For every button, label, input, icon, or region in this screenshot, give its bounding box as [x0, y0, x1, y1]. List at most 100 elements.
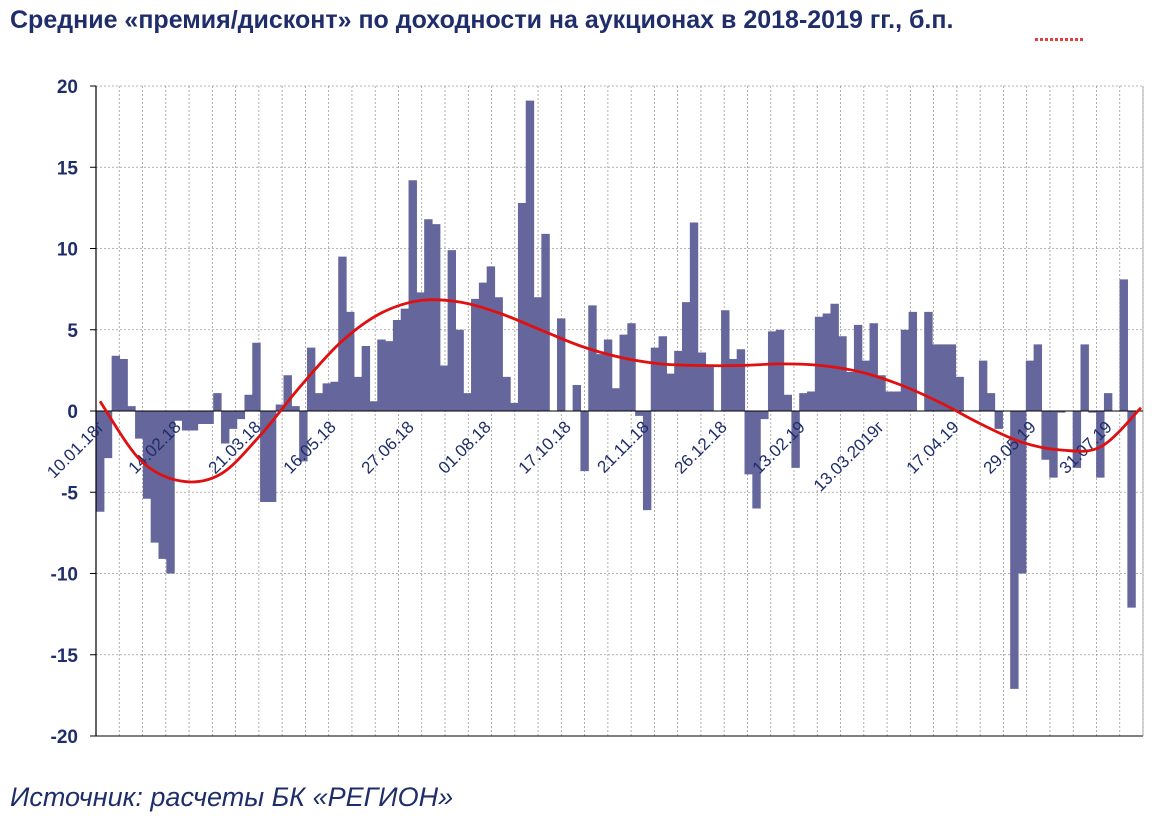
bar	[541, 233, 550, 412]
bar	[127, 406, 136, 412]
y-tick-label: 10	[57, 240, 78, 261]
bar	[330, 381, 339, 411]
bar	[494, 297, 503, 411]
bar	[908, 311, 918, 412]
bar	[955, 376, 964, 411]
bar	[1057, 411, 1066, 413]
bar	[244, 394, 253, 411]
bar	[96, 411, 105, 512]
bar	[1096, 411, 1105, 478]
bar	[275, 404, 285, 411]
bar	[299, 411, 308, 462]
bar	[767, 331, 777, 412]
bar	[611, 388, 621, 411]
bar	[728, 359, 738, 411]
bar	[424, 219, 433, 411]
bar	[221, 411, 230, 444]
bar	[861, 360, 871, 412]
bar	[392, 320, 402, 411]
spellcheck-underline	[1035, 38, 1083, 41]
bar	[322, 383, 331, 412]
bar	[306, 347, 316, 412]
bar	[236, 411, 246, 420]
bar	[1017, 411, 1027, 574]
bar	[666, 373, 675, 412]
bar	[596, 354, 605, 412]
bar	[142, 411, 152, 499]
bar	[869, 323, 878, 411]
bar	[822, 313, 832, 411]
bar	[447, 250, 457, 412]
bar	[439, 365, 449, 411]
bar	[877, 375, 886, 411]
x-tick-labels: 10.01.18г 14.02.18 21.03.18 16.05.18 27.06.1…	[43, 417, 1116, 495]
bar	[314, 393, 324, 412]
bar	[205, 411, 214, 424]
y-tick-label: -20	[51, 727, 78, 748]
x-tick-label: 17.04.19	[903, 417, 963, 477]
bar	[260, 411, 269, 502]
bar	[939, 344, 949, 412]
bar	[189, 411, 199, 431]
source-note: Источник: расчеты БК «РЕГИОН»	[10, 782, 454, 812]
bar	[853, 324, 863, 412]
y-tick-label: 15	[57, 158, 79, 179]
bar	[174, 411, 183, 421]
bar	[1049, 411, 1058, 478]
bar	[978, 360, 988, 412]
bar	[1080, 344, 1089, 412]
axes	[90, 85, 1144, 737]
bar	[213, 393, 222, 412]
bar	[1010, 411, 1019, 689]
bar	[471, 298, 480, 412]
bar	[799, 393, 808, 412]
bar	[807, 391, 816, 411]
bar	[478, 282, 488, 412]
bar	[1033, 344, 1043, 412]
bars	[96, 100, 1136, 689]
bar	[619, 334, 628, 412]
bar	[572, 385, 582, 411]
bar	[252, 342, 261, 411]
bar	[752, 411, 761, 509]
bar	[283, 375, 292, 411]
bar	[517, 203, 527, 411]
bar	[385, 341, 394, 412]
bar	[103, 411, 113, 459]
bar	[338, 256, 347, 412]
bar	[502, 376, 511, 411]
chart-title: Средние «премия/дисконт» по доходности н…	[10, 6, 954, 34]
bar	[228, 411, 238, 429]
bar	[1041, 411, 1050, 460]
x-tick-label: 13.03.2019г	[810, 417, 888, 495]
bar	[400, 308, 410, 412]
y-tick-label: 0	[67, 402, 78, 423]
y-tick-label: -10	[51, 565, 78, 586]
bar	[1103, 393, 1113, 412]
bar	[892, 391, 902, 411]
bar	[705, 365, 714, 411]
bar	[486, 266, 496, 412]
bar	[525, 100, 535, 412]
bar	[455, 329, 464, 411]
bar	[775, 329, 785, 411]
bar	[642, 411, 652, 511]
bar	[267, 411, 277, 502]
bar	[947, 344, 957, 412]
bar	[674, 350, 683, 412]
bar	[900, 329, 910, 411]
bar	[986, 393, 996, 412]
bar	[846, 372, 855, 411]
bar	[791, 411, 800, 468]
bar	[346, 311, 355, 412]
bar	[697, 352, 707, 411]
x-tick-label: 27.06.18	[358, 417, 418, 477]
bar	[1119, 279, 1128, 412]
bar	[1088, 411, 1097, 413]
y-tick-label: 20	[57, 77, 78, 98]
bar	[580, 411, 589, 472]
y-tick-labels: 20 15 10 5 0 -5 -10 -15 -20	[51, 77, 79, 748]
bar	[838, 336, 847, 411]
bar	[416, 292, 425, 412]
